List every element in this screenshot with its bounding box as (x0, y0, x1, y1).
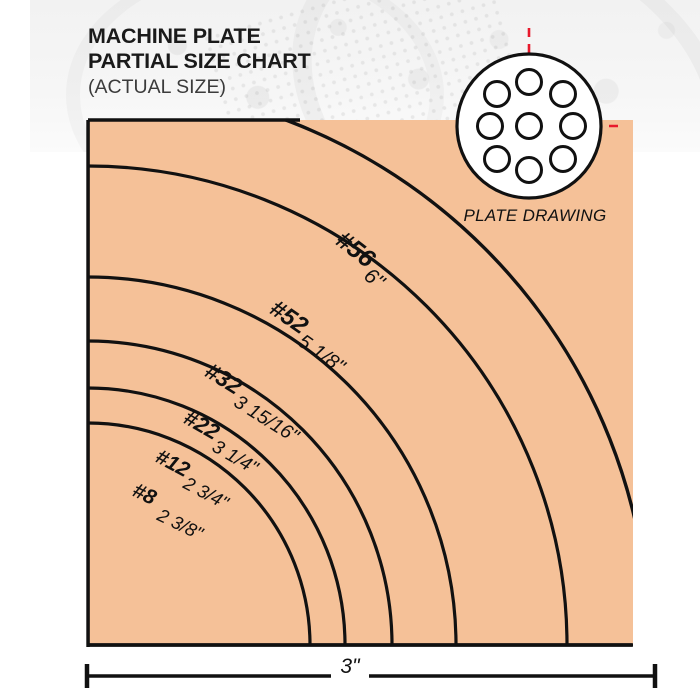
title-line-2: PARTIAL SIZE CHART (88, 49, 311, 73)
plate-drawing-caption: PLATE DRAWING (463, 206, 607, 225)
arc-line-52 (88, 164, 569, 646)
plate-hole-bottom-right (549, 145, 577, 173)
scale-bar-label-text: 3" (331, 655, 369, 678)
arc-line-22 (88, 339, 394, 646)
plate-center-hole (515, 112, 543, 140)
plate-drawing (444, 22, 624, 222)
plate-hole-top-left (483, 80, 511, 108)
plate-hole-left (476, 112, 504, 140)
title-line-1: MACHINE PLATE (88, 24, 261, 48)
plate-hole-top-right (549, 80, 577, 108)
plate-hole-right (559, 112, 587, 140)
arc-region-56 (88, 120, 633, 647)
page-title: MACHINE PLATE PARTIAL SIZE CHART (ACTUAL… (88, 24, 311, 100)
plate-drawing-svg (455, 28, 622, 200)
chart-body (88, 120, 633, 647)
arc-line-32 (88, 275, 458, 646)
plate-hole-top (515, 68, 543, 96)
arc-line-8 (88, 421, 312, 646)
scale-bar-label: 3" (0, 655, 700, 679)
plate-hole-bottom (515, 156, 543, 184)
title-line-3: (ACTUAL SIZE) (88, 76, 226, 98)
plate-hole-bottom-left (483, 145, 511, 173)
arc-line-12 (88, 386, 347, 646)
